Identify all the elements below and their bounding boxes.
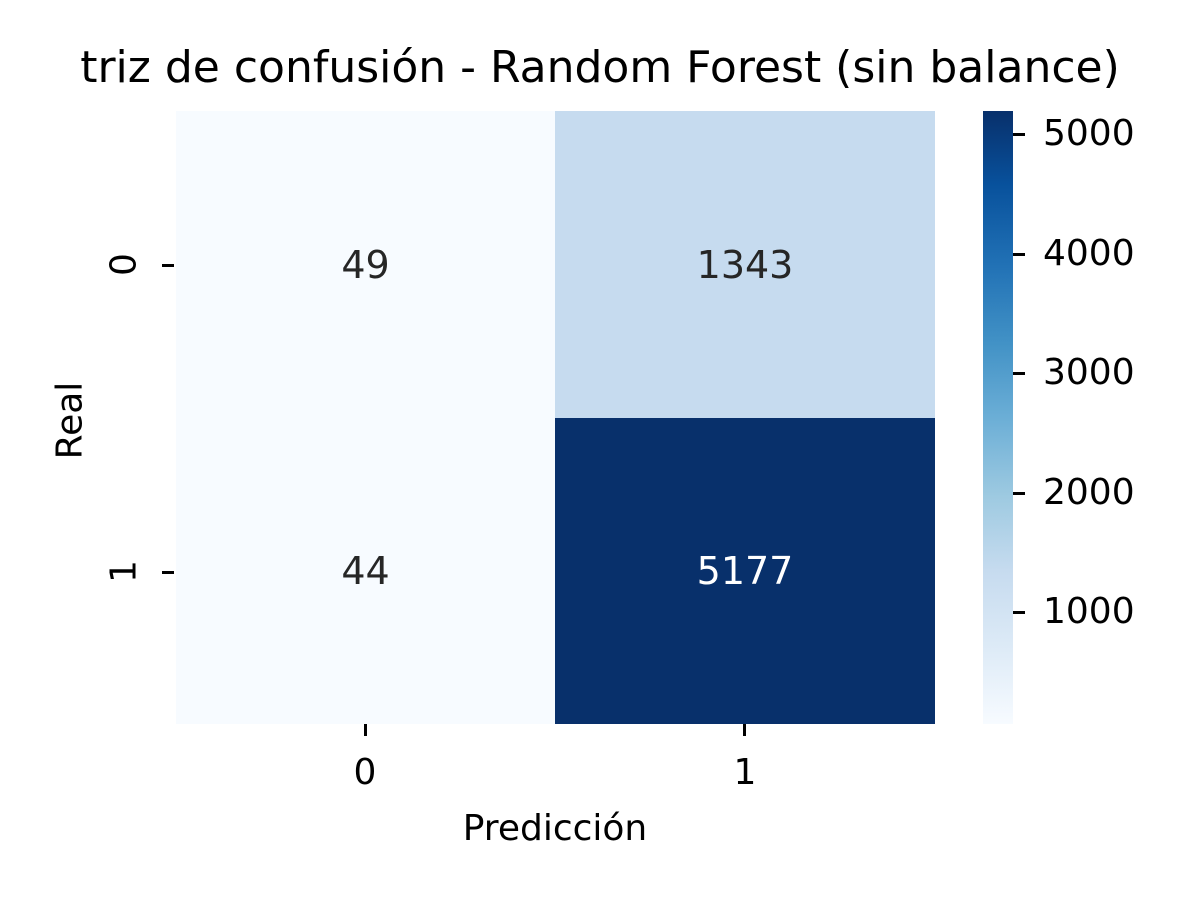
x-tick-mark-0 [364,724,367,736]
colorbar-label-4000: 4000 [1043,233,1135,274]
colorbar-label-5000: 5000 [1043,113,1135,154]
colorbar-tick-5000 [1013,133,1025,136]
cell-real1-pred1: 5177 [555,418,935,724]
colorbar-label-1000: 1000 [1043,591,1135,632]
cell-real0-pred0: 49 [176,111,555,418]
colorbar-tick-4000 [1013,253,1025,256]
colorbar-tick-1000 [1013,611,1025,614]
y-tick-mark-1 [162,571,174,574]
colorbar-tick-2000 [1013,492,1025,495]
colorbar-tick-3000 [1013,372,1025,375]
x-tick-mark-1 [743,724,746,736]
y-tick-label-0: 0 [103,253,145,276]
x-tick-label-1: 1 [733,752,757,793]
chart-title: triz de confusión - Random Forest (sin b… [80,42,1120,93]
y-axis-label: Real [49,381,91,460]
colorbar-label-2000: 2000 [1043,472,1135,513]
colorbar-label-3000: 3000 [1043,352,1135,393]
y-tick-mark-0 [162,264,174,267]
x-tick-label-0: 0 [353,752,377,793]
confusion-matrix-heatmap: 49 1343 44 5177 [176,111,935,724]
colorbar [983,111,1013,724]
y-tick-label-1: 1 [103,560,145,583]
x-axis-label: Predicción [462,808,648,849]
cell-real0-pred1: 1343 [555,111,935,418]
cell-real1-pred0: 44 [176,418,555,724]
